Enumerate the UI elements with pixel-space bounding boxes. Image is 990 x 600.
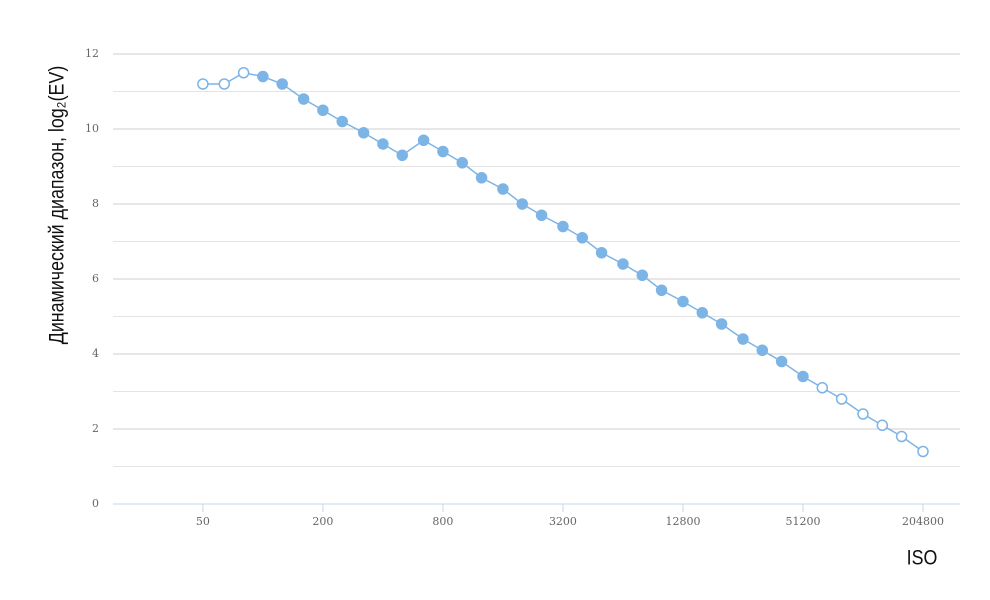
series-line [202,71,924,453]
data-point [276,78,288,90]
x-tick-label: 800 [432,515,453,528]
data-point [437,145,449,158]
data-point [456,157,469,169]
y-tick-label: 6 [92,272,99,285]
x-tick-label: 12800 [665,515,700,528]
data-point [317,104,329,116]
data-point [237,67,250,79]
y-tick-label: 0 [92,497,99,510]
data-point [857,408,869,420]
y-axis-label: Динамический диапазон, log₂(EV) [45,66,69,345]
data-point [218,78,231,90]
data-point [737,333,749,345]
x-tick-label: 51200 [785,515,820,528]
data-point [497,183,509,195]
x-tick-label: 3200 [549,515,577,528]
data-point [576,232,589,244]
data-point [535,209,548,221]
data-point [516,198,529,210]
data-point [417,134,430,146]
data-point [835,393,848,405]
data-point [257,70,269,83]
data-point [696,307,709,319]
data-point [677,295,689,308]
data-point [357,127,370,139]
x-tick-label: 200 [312,515,333,528]
y-tick-label: 4 [92,347,99,360]
x-tick-label: 204800 [902,515,944,528]
data-point [377,138,389,150]
data-point [617,258,629,270]
data-point [396,149,408,161]
data-point [475,172,488,184]
data-point [797,370,809,383]
data-point [917,445,929,458]
data-point [297,93,310,105]
data-point [655,284,668,296]
data-point [336,115,348,128]
data-point [636,269,649,281]
data-point [595,247,608,259]
y-tick-label: 10 [85,122,99,135]
x-axis-label: ISO [907,546,938,570]
y-tick-label: 2 [92,422,99,435]
data-point [715,318,728,330]
data-point [876,419,889,431]
x-tick-label: 50 [196,515,210,528]
data-point [557,220,569,233]
data-point [756,344,769,356]
data-point [775,355,788,368]
data-point [895,430,908,443]
data-point [816,382,829,394]
y-tick-label: 12 [85,47,99,60]
data-point [197,78,209,90]
y-tick-label: 8 [92,197,99,210]
